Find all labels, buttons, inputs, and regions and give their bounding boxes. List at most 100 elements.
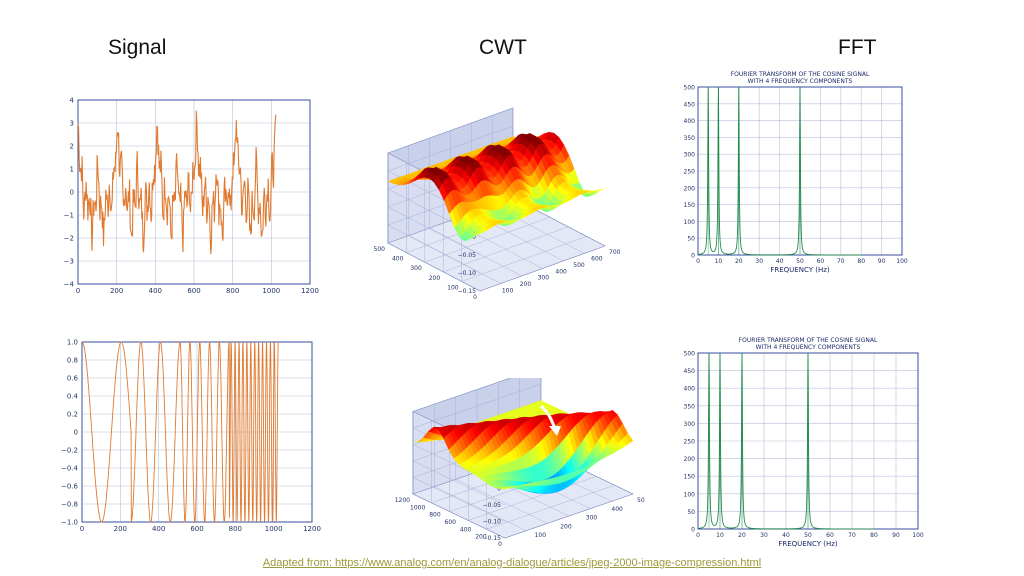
z-tick-label: −0.10 bbox=[458, 270, 477, 277]
y-tick-label: −0.4 bbox=[61, 465, 79, 473]
x-tick-label: 0 bbox=[696, 258, 700, 265]
right-axis-tick-label: 300 bbox=[538, 275, 550, 282]
x-tick-label: 60 bbox=[826, 532, 834, 539]
cwt-wall-grid bbox=[412, 378, 512, 412]
cwt-wall-grid bbox=[412, 477, 506, 522]
left-axis-tick-label: 600 bbox=[445, 519, 457, 526]
cwt-top-chart: 0.100.050−0.05−0.10−0.155004003002001000… bbox=[355, 95, 625, 307]
y-tick-label: 150 bbox=[684, 474, 696, 481]
x-tick-label: 100 bbox=[912, 532, 924, 539]
left-axis-tick-label: 800 bbox=[429, 512, 441, 519]
fft-top-svg: FOURIER TRANSFORM OF THE COSINE SIGNALWI… bbox=[684, 71, 908, 274]
x-tick-label: 10 bbox=[716, 532, 724, 539]
x-tick-label: 20 bbox=[735, 258, 743, 265]
x-tick-label: 80 bbox=[870, 532, 878, 539]
cwt-floor-grid bbox=[408, 235, 501, 284]
left-axis-tick-label: 500 bbox=[374, 246, 386, 253]
right-axis-tick-label: 400 bbox=[555, 268, 567, 275]
x-tick-label: 40 bbox=[776, 258, 784, 265]
x-tick-label: 50 bbox=[804, 532, 812, 539]
left-axis-tick-label: 0 bbox=[473, 294, 477, 301]
x-tick-label: 30 bbox=[755, 258, 763, 265]
y-tick-label: −1.0 bbox=[61, 519, 78, 527]
y-tick-label: −4 bbox=[64, 281, 75, 289]
fft-title-line-1: FOURIER TRANSFORM OF THE COSINE SIGNAL bbox=[731, 71, 870, 78]
x-tick-label: 0 bbox=[76, 287, 80, 295]
z-tick-label: 0 bbox=[497, 486, 501, 493]
cwt-surface-cell bbox=[596, 188, 606, 192]
left-axis-tick-label: 0 bbox=[498, 541, 502, 548]
left-axis-tick-label: 1200 bbox=[395, 497, 410, 504]
y-tick-label: 0.6 bbox=[67, 375, 79, 383]
y-tick-label: −2 bbox=[64, 235, 74, 243]
y-tick-label: 0.4 bbox=[67, 393, 79, 401]
y-tick-label: 400 bbox=[684, 386, 696, 393]
fft-bottom-chart: FOURIER TRANSFORM OF THE COSINE SIGNAL WI… bbox=[664, 334, 934, 556]
x-tick-label: 200 bbox=[110, 287, 123, 295]
x-tick-label: 70 bbox=[837, 258, 845, 265]
right-axis-tick-label: 200 bbox=[520, 281, 532, 288]
y-tick-label: 300 bbox=[684, 152, 696, 159]
y-tick-label: 100 bbox=[684, 491, 696, 498]
fft-top-chart: FOURIER TRANSFORM OF THE COSINE SIGNAL WI… bbox=[664, 68, 922, 278]
cwt-floor-grid bbox=[455, 479, 548, 524]
cwt-wall-grid bbox=[387, 107, 514, 154]
x-tick-label: 200 bbox=[114, 525, 127, 533]
y-tick-label: 0.8 bbox=[67, 357, 78, 365]
z-tick-label: −0.15 bbox=[483, 535, 502, 542]
x-tick-label: 90 bbox=[892, 532, 900, 539]
y-tick-label: 500 bbox=[684, 351, 696, 358]
cwt-bottom-chart: 0.100.050−0.05−0.10−0.151200100080060040… bbox=[355, 378, 645, 548]
signal-top-chart: 4 3 2 1 0 −1 −2 −3 −4 0 200 400 600 800 1000 1200 bbox=[58, 92, 328, 300]
y-tick-label: 50 bbox=[687, 509, 695, 516]
left-axis-tick-label: 200 bbox=[429, 275, 441, 282]
left-axis-tick-label: 200 bbox=[475, 534, 487, 541]
x-tick-label: 0 bbox=[80, 525, 84, 533]
x-tick-label: 1000 bbox=[262, 287, 280, 295]
z-tick-label: 0 bbox=[472, 234, 476, 241]
y-tick-label: 1 bbox=[70, 166, 74, 174]
x-tick-label: 800 bbox=[229, 525, 242, 533]
y-tick-label: −1 bbox=[64, 212, 74, 220]
cwt-wall-grid bbox=[412, 493, 506, 539]
left-axis-tick-label: 400 bbox=[392, 256, 404, 263]
plot-frame bbox=[77, 99, 311, 285]
fft-heading: FFT bbox=[838, 36, 877, 59]
x-tick-label: 10 bbox=[715, 258, 723, 265]
cwt-bottom-svg: 0.100.050−0.05−0.10−0.151200100080060040… bbox=[395, 378, 645, 548]
cwt-floor-grid bbox=[424, 217, 550, 263]
signal-heading: Signal bbox=[108, 36, 167, 59]
x-axis-label: FREQUENCY (Hz) bbox=[778, 540, 838, 548]
fft-bottom-svg: FOURIER TRANSFORM OF THE COSINE SIGNALWI… bbox=[684, 337, 924, 548]
left-axis-tick-label: 100 bbox=[447, 284, 459, 291]
y-tick-label: 400 bbox=[684, 118, 696, 125]
y-tick-label: 250 bbox=[684, 169, 696, 176]
y-tick-label: 4 bbox=[70, 97, 75, 105]
x-tick-label: 30 bbox=[760, 532, 768, 539]
y-tick-label: 100 bbox=[684, 219, 696, 226]
right-axis-tick-label: 500 bbox=[573, 262, 585, 269]
x-tick-label: 600 bbox=[190, 525, 203, 533]
y-tick-label: −0.2 bbox=[61, 447, 78, 455]
cwt-wall-grid bbox=[387, 242, 481, 292]
source-link[interactable]: Adapted from: https://www.analog.com/en/… bbox=[262, 557, 762, 569]
y-tick-label: 200 bbox=[684, 185, 696, 192]
y-tick-label: 200 bbox=[684, 456, 696, 463]
left-axis-tick-label: 1000 bbox=[410, 504, 425, 511]
y-tick-label: −3 bbox=[64, 258, 74, 266]
cwt-wall-grid bbox=[412, 383, 542, 429]
cwt-wall-grid bbox=[387, 224, 481, 274]
right-axis-tick-label: 500 bbox=[637, 497, 645, 504]
cwt-top-svg: 0.100.050−0.05−0.10−0.155004003002001000… bbox=[374, 107, 621, 301]
signal-bottom-chart: 1.0 0.8 0.6 0.4 0.2 0 −0.2 −0.4 −0.6 −0.8 −1.0 0 200… bbox=[58, 334, 328, 538]
x-tick-label: 80 bbox=[857, 258, 865, 265]
y-tick-label: 500 bbox=[684, 85, 696, 92]
drift-arrow-head bbox=[549, 426, 561, 436]
x-tick-label: 100 bbox=[896, 258, 908, 265]
left-axis-tick-label: 300 bbox=[410, 265, 422, 272]
left-axis-tick-label: 400 bbox=[460, 526, 472, 533]
y-tick-label: −0.6 bbox=[61, 483, 79, 491]
x-axis-label: FREQUENCY (Hz) bbox=[770, 266, 830, 274]
cwt-floor-grid bbox=[486, 485, 615, 530]
y-tick-label: 0 bbox=[70, 189, 74, 197]
